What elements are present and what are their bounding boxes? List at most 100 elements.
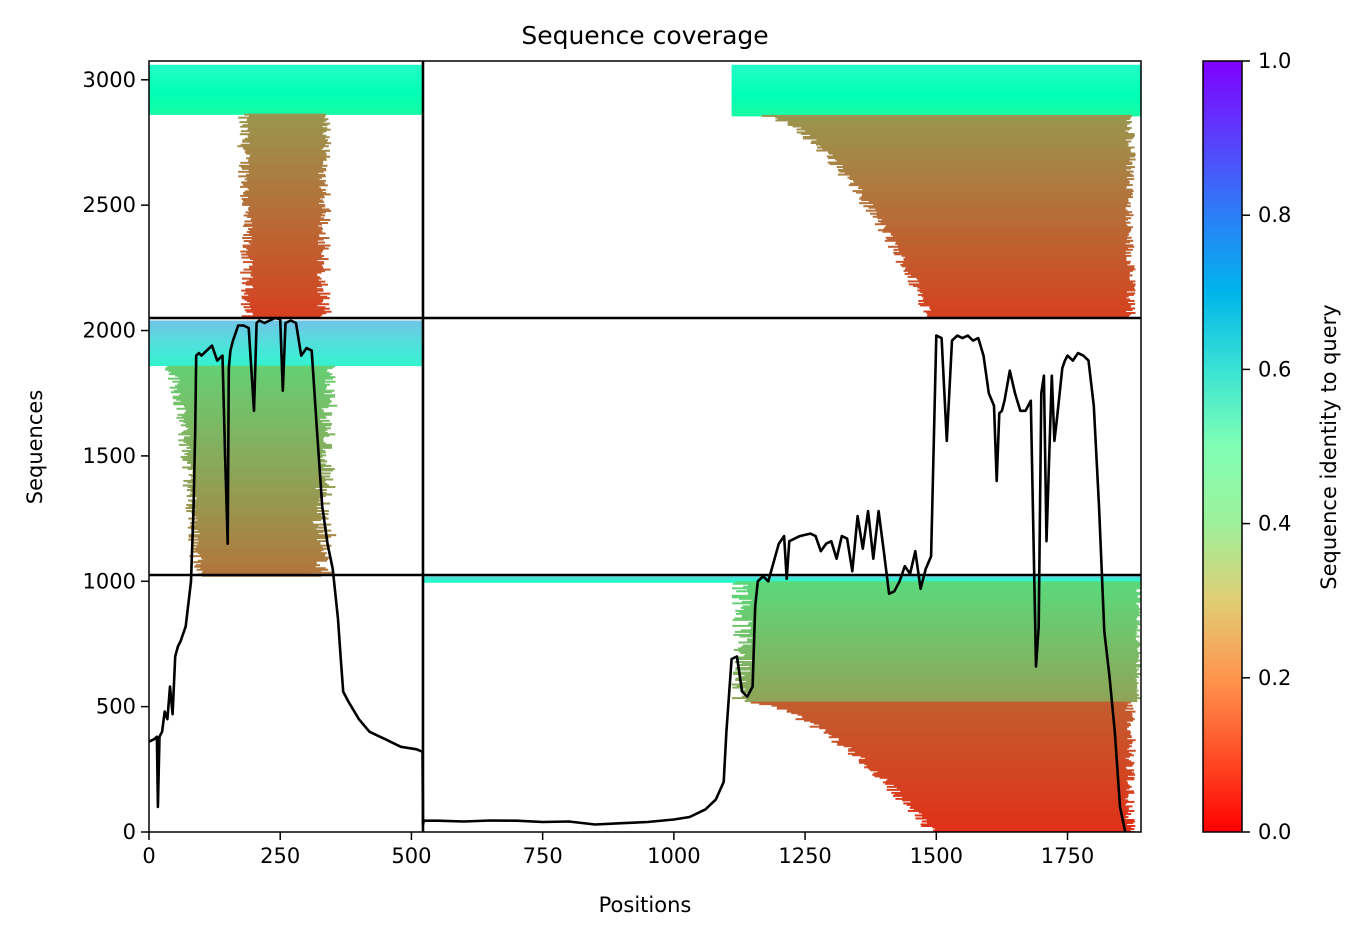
heatmap-row [250,243,319,246]
heatmap-row [197,529,332,532]
heatmap-row [253,286,318,289]
heatmap-row [837,173,1133,176]
heatmap-row [735,581,1141,584]
heatmap-row [149,93,423,96]
heatmap-row [739,664,1141,667]
heatmap-row [861,194,1132,197]
x-tick-label: 500 [391,844,431,868]
heatmap-row [811,140,1132,143]
heatmap-row [731,91,1141,94]
heatmap-row [245,288,323,291]
heatmap-row [907,275,1130,278]
heatmap-row [238,175,326,178]
heatmap-row [253,276,320,279]
heatmap-row [249,267,324,270]
heatmap-row [860,755,1130,758]
heatmap-row [244,220,321,223]
heatmap-row [149,102,423,105]
heatmap-row [815,143,1129,146]
heatmap-row [892,235,1128,238]
coverage-heatmap [149,64,1141,832]
heatmap-row [249,131,324,134]
heatmap-row [248,255,325,258]
heatmap-row [246,310,332,313]
heatmap-row [741,615,1138,618]
heatmap-row [187,499,322,502]
heatmap-row [249,209,332,212]
heatmap-row [828,152,1136,155]
heatmap-row [776,707,1134,710]
heatmap-row [735,668,1139,671]
heatmap-row [919,281,1133,284]
heatmap-row [186,495,326,498]
heatmap-row [149,90,423,93]
heatmap-row [178,443,332,446]
heatmap-row [182,457,320,460]
heatmap-row [842,164,1127,167]
heatmap-row [848,749,1136,752]
heatmap-row [242,167,327,170]
heatmap-row [868,200,1129,203]
heatmap-row [849,178,1135,181]
heatmap-row [149,350,423,353]
heatmap-row [246,118,329,121]
colorbar-tick-label: 0.0 [1258,820,1291,844]
heatmap-row [732,624,1137,627]
heatmap-row [743,691,1137,694]
heatmap-row [191,501,319,504]
heatmap-row [816,138,1126,141]
heatmap-row [201,571,333,574]
heatmap-row [243,234,319,237]
heatmap-block-1 [731,64,1141,319]
heatmap-row [176,416,327,419]
heatmap-row [731,594,1138,597]
heatmap-row [188,535,332,538]
heatmap-row [838,737,1128,740]
heatmap-row [247,196,325,199]
heatmap-row [882,781,1128,784]
heatmap-row [193,561,317,564]
heatmap-row [926,818,1135,821]
heatmap-row [884,226,1133,229]
heatmap-row [196,496,324,499]
heatmap-row [735,679,1137,682]
heatmap-row [193,492,327,495]
heatmap-row [899,250,1126,253]
heatmap-row [870,769,1135,772]
heatmap-row [196,516,327,519]
heatmap-row [190,525,319,528]
heatmap-row [732,602,1137,605]
heatmap-row [887,238,1127,241]
heatmap-row [194,482,328,485]
heatmap-row [251,238,324,241]
heatmap-row [802,716,1134,719]
x-tick-label: 750 [523,844,563,868]
heatmap-row [241,253,322,256]
heatmap-row [737,647,1138,650]
y-axis-label: Sequences [23,390,47,505]
heatmap-row [731,78,1141,81]
heatmap-row [735,612,1139,615]
x-axis-label: Positions [599,893,692,917]
heatmap-row [732,582,1141,585]
heatmap-row [731,111,1141,114]
heatmap-row [868,767,1127,770]
heatmap-row [917,289,1136,292]
heatmap-row [197,559,327,562]
heatmap-row [243,240,318,243]
x-tick-label: 1500 [910,844,963,868]
heatmap-row [919,287,1135,290]
heatmap-row [736,590,1137,593]
heatmap-row [874,223,1127,226]
heatmap-row [243,193,331,196]
heatmap-row [189,445,333,448]
heatmap-row [191,541,321,544]
heatmap-row [197,537,329,540]
heatmap-row [738,641,1140,644]
heatmap-row [191,547,328,550]
heatmap-row [887,778,1135,781]
heatmap-row [190,464,332,467]
heatmap-row [751,599,1141,602]
heatmap-row [242,202,319,205]
heatmap-row [188,473,320,476]
